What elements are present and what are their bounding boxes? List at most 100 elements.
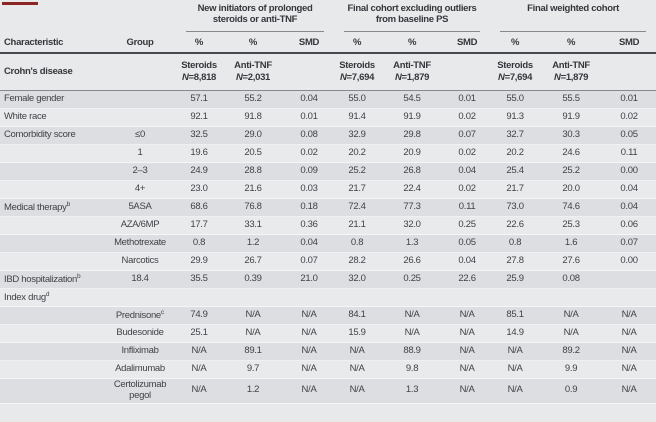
value-cell <box>334 289 380 307</box>
value-cell: 88.9 <box>403 345 421 357</box>
value-cell: N/A <box>301 363 317 375</box>
table-row: Adalimumab N/A 9.7 N/A N/A 9.8 N/A N/A 9.9 N/A <box>0 360 656 379</box>
characteristic-cell: Medical therapyb <box>4 200 71 214</box>
value-cell: 77.3 <box>403 201 421 213</box>
value-cell: N/A <box>459 327 475 339</box>
value-cell: 14.9 <box>506 327 524 339</box>
value-cell: 0.07 <box>620 237 638 249</box>
value-cell: 0.02 <box>458 147 476 159</box>
value-cell: N/A <box>349 345 365 357</box>
value-cell: 25.2 <box>562 165 580 177</box>
value-cell: 25.9 <box>506 273 524 285</box>
value-cell: 0.07 <box>458 129 476 141</box>
table-row: AZA/6MP 17.7 33.1 0.36 21.1 32.0 0.25 22.6 25.3 0… <box>0 216 656 235</box>
value-cell: 33.1 <box>244 219 262 231</box>
value-cell: N/A <box>404 327 420 339</box>
value-cell: 1.6 <box>564 237 578 249</box>
value-cell: 1.2 <box>246 237 260 249</box>
value-cell: 19.6 <box>190 147 208 159</box>
table-row: 4+ 23.0 21.6 0.03 21.7 22.4 0.02 21.7 20.0 0.04 <box>0 180 656 199</box>
value-cell: 32.9 <box>348 129 366 141</box>
value-cell: 0.02 <box>458 183 476 195</box>
cohort-smd-spacer <box>602 53 656 91</box>
value-cell: 0.02 <box>458 111 476 123</box>
value-cell: 0.39 <box>244 273 262 285</box>
value-cell: 0.08 <box>300 129 318 141</box>
characteristic-cell <box>0 307 104 325</box>
value-cell: 26.6 <box>403 255 421 267</box>
value-cell: 92.1 <box>190 111 208 123</box>
group-cell: ≤0 <box>135 129 145 141</box>
characteristic-cell <box>0 235 104 253</box>
value-cell: N/A <box>507 345 523 357</box>
column-header-pct: % <box>490 32 541 54</box>
footnote-marker: d <box>45 290 50 298</box>
column-header-smd: SMD <box>602 32 656 54</box>
value-cell: 21.0 <box>300 273 318 285</box>
group-cell: AZA/6MP <box>120 219 160 231</box>
characteristic-cell: Female gender <box>4 93 64 105</box>
value-cell: 26.8 <box>403 165 421 177</box>
cohort-subheader-row: Crohn's disease Steroids N=8,818 Anti-TNF N… <box>0 53 656 91</box>
table-row: 2–3 24.9 28.8 0.09 25.2 26.8 0.04 25.4 25.2 0.00 <box>0 162 656 181</box>
table-row: White race 92.1 91.8 0.01 91.4 91.9 0.02 91.3 91… <box>0 108 656 127</box>
value-cell: 55.2 <box>244 93 262 105</box>
value-cell: 22.4 <box>403 183 421 195</box>
cohort-smd-spacer <box>284 53 335 91</box>
value-cell: N/A <box>621 345 637 357</box>
value-cell: 23.0 <box>190 183 208 195</box>
group-cell: Methotrexate <box>114 237 166 249</box>
column-header-characteristic: Characteristic <box>0 32 104 54</box>
group-header-label: Final weighted cohort <box>500 2 647 32</box>
value-cell <box>380 289 444 307</box>
value-cell <box>490 289 540 307</box>
table-row: Index drugd <box>0 288 656 307</box>
value-cell: 91.9 <box>562 111 580 123</box>
value-cell <box>222 289 284 307</box>
value-cell: 0.01 <box>300 111 318 123</box>
group-cell: Certolizumab pegol <box>113 379 167 401</box>
value-cell: 0.8 <box>508 237 522 249</box>
value-cell: 20.5 <box>244 147 262 159</box>
group-header-spacer <box>0 2 104 32</box>
characteristic-cell <box>0 361 104 379</box>
value-cell: 20.2 <box>506 147 524 159</box>
characteristic-cell: White race <box>4 111 47 123</box>
column-header-pct: % <box>334 32 381 54</box>
value-cell: N/A <box>507 384 523 396</box>
group-cell: Budesonide <box>116 327 164 339</box>
value-cell: 0.8 <box>350 237 364 249</box>
value-cell: 9.9 <box>564 363 578 375</box>
value-cell: N/A <box>301 327 317 339</box>
value-cell <box>284 289 334 307</box>
group-cell: 4+ <box>134 183 146 195</box>
value-cell: 0.8 <box>192 237 206 249</box>
table-row: Prednisonec 74.9 N/A N/A 84.1 N/A N/A 85.1 N/A N/… <box>0 306 656 325</box>
value-cell: N/A <box>563 327 579 339</box>
group-header-spacer <box>104 2 176 32</box>
value-cell: 0.08 <box>562 273 580 285</box>
value-cell: N/A <box>301 384 317 396</box>
value-cell: 0.04 <box>620 183 638 195</box>
value-cell: 0.03 <box>300 183 318 195</box>
value-cell: 9.8 <box>405 363 419 375</box>
value-cell: 0.25 <box>403 273 421 285</box>
value-cell: N/A <box>245 327 261 339</box>
value-cell: 89.1 <box>244 345 262 357</box>
value-cell: 91.8 <box>244 111 262 123</box>
value-cell: 21.7 <box>348 183 366 195</box>
value-cell: 91.9 <box>403 111 421 123</box>
group-header-final-cohort-excluding-outliers: Final cohort excluding outliers from bas… <box>334 2 490 32</box>
cohort-antitnf-header: Anti-TNF N=2,031 <box>222 53 284 91</box>
value-cell: 21.6 <box>244 183 262 195</box>
value-cell: N/A <box>301 345 317 357</box>
table-row: Comorbidity score ≤0 32.5 29.0 0.08 32.9 29.8 0… <box>0 126 656 145</box>
value-cell: N/A <box>459 345 475 357</box>
value-cell: 84.1 <box>348 309 366 321</box>
cohort-steroids-header: Steroids N=7,694 <box>490 53 541 91</box>
column-header-row: Characteristic Group % % SMD % % SMD % %… <box>0 32 656 54</box>
footnote-marker: b <box>76 272 81 280</box>
value-cell: N/A <box>621 327 637 339</box>
value-cell: N/A <box>507 363 523 375</box>
group-cell: 18.4 <box>131 273 149 285</box>
